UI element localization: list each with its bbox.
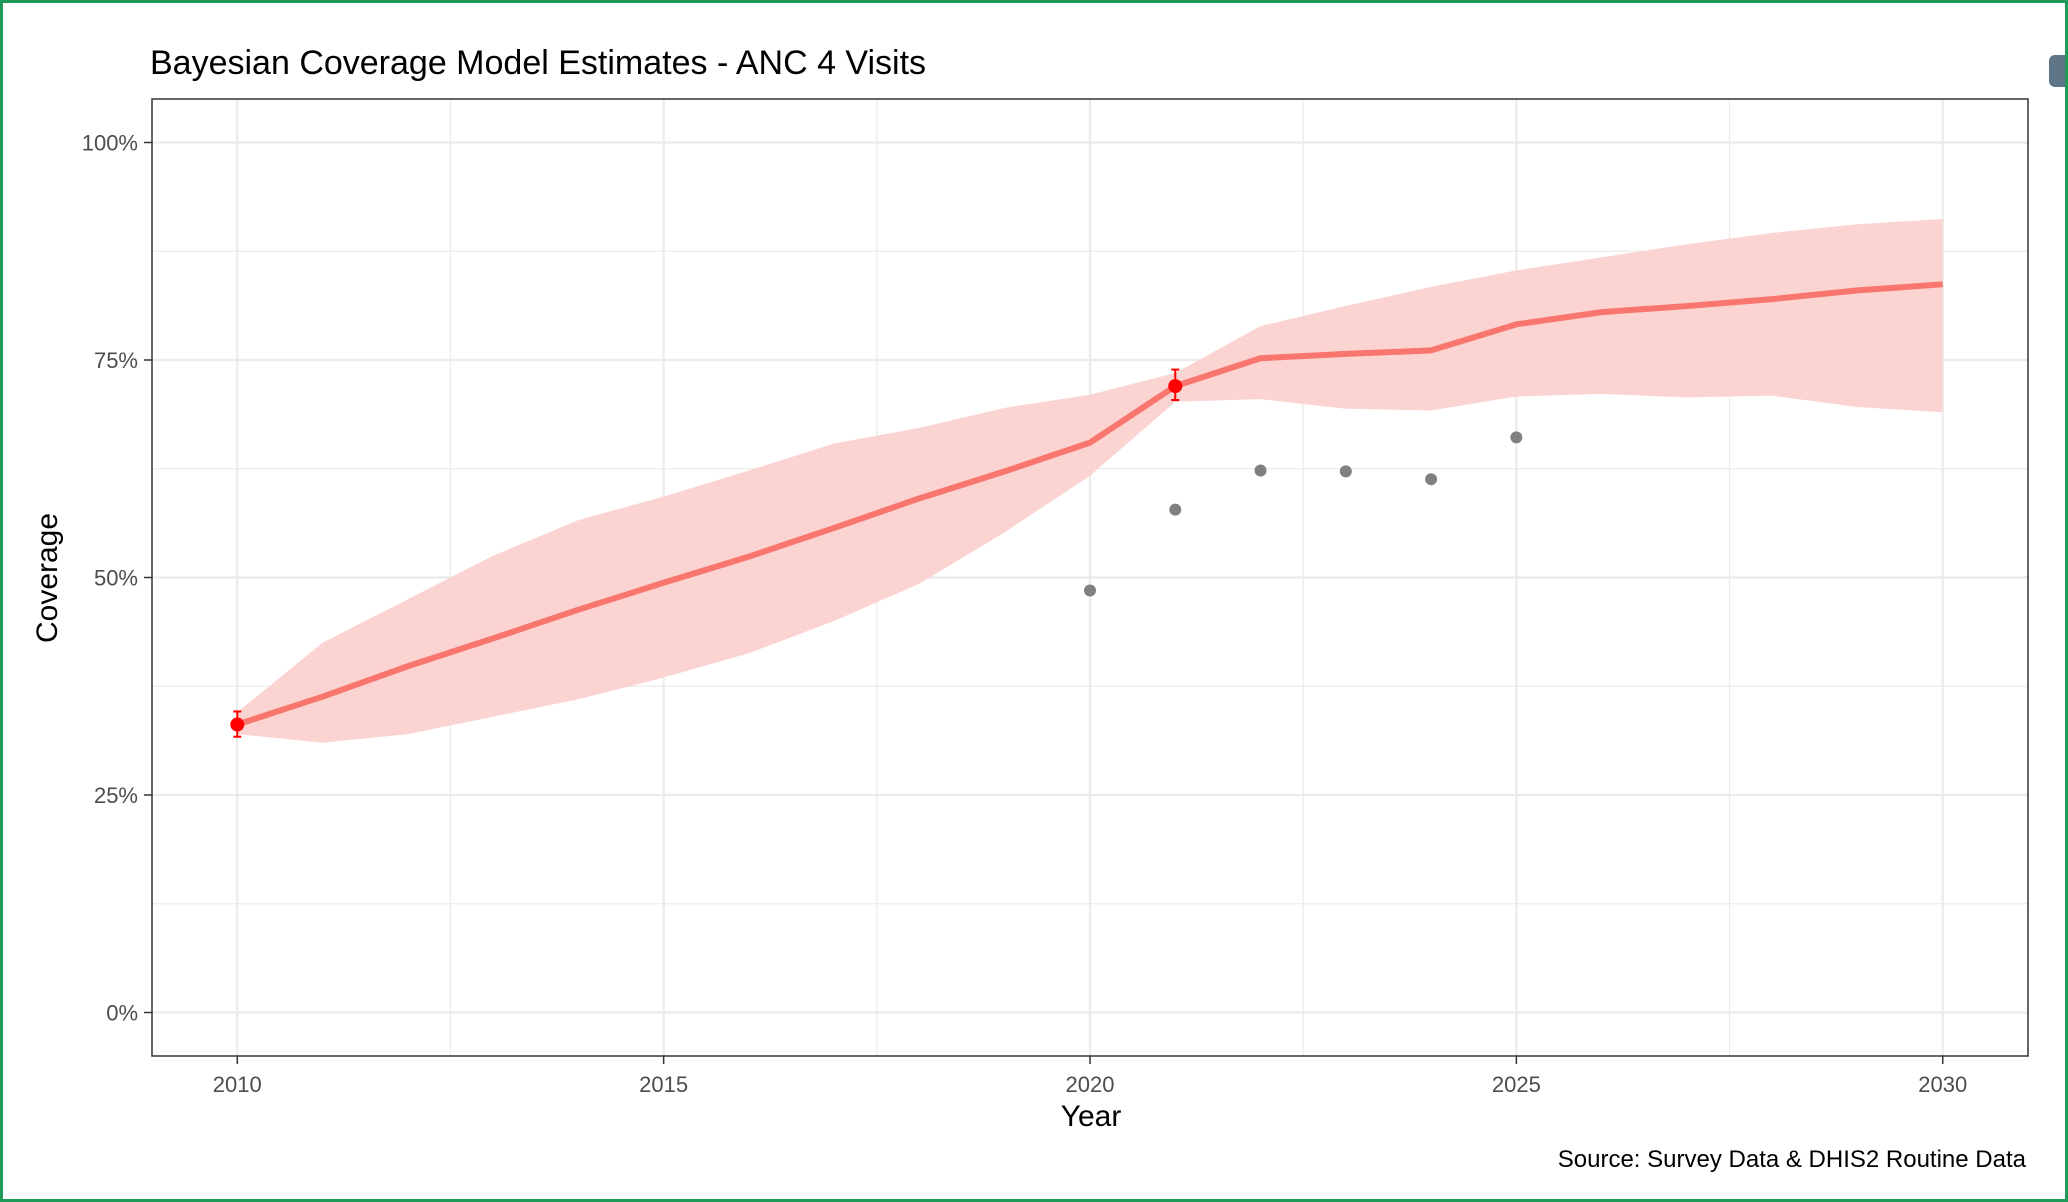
source-caption: Source: Survey Data & DHIS2 Routine Data [1558,1146,2027,1173]
routine-data-point [1510,431,1523,444]
coverage-estimate-line [236,281,1943,728]
survey-data-point [1168,379,1183,394]
x-tick-label: 2030 [1918,1072,1967,1097]
x-tick-label: 2020 [1066,1072,1115,1097]
x-axis-title: Year [1061,1100,1122,1133]
survey-data-point [230,717,245,732]
y-tick-label: 50% [94,566,138,591]
chart-title: Bayesian Coverage Model Estimates - ANC … [150,44,926,82]
y-tick-label: 0% [106,1001,138,1026]
estimate-line-layer [236,281,1943,728]
x-axis: 2010 2015 2020 2025 2030 [213,1056,1967,1097]
x-tick-label: 2010 [213,1072,262,1097]
x-tick-label: 2015 [639,1072,688,1097]
y-axis-title: Coverage [31,513,64,643]
routine-data-point [1339,465,1352,478]
routine-data-point [1169,503,1182,516]
routine-data-point [1425,473,1438,486]
data-points-layer [230,368,1523,738]
x-tick-label: 2025 [1492,1072,1541,1097]
scroll-handle[interactable] [2049,55,2065,87]
y-axis: 0% 25% 50% 75% 100% [82,131,152,1026]
routine-data-point [1084,584,1096,597]
y-tick-label: 25% [94,783,138,808]
routine-data-point [1254,464,1267,477]
credible-interval-band [237,219,1943,743]
y-tick-label: 100% [82,131,138,156]
y-tick-label: 75% [94,348,138,373]
credible-band-layer [237,219,1943,743]
